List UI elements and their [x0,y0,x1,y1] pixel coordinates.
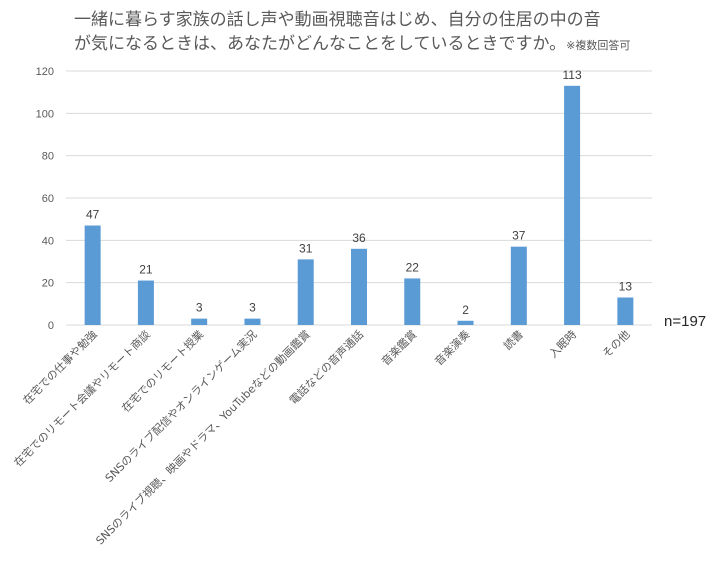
data-label: 21 [139,263,153,277]
x-tick-label: その他 [600,328,633,361]
y-tick-label: 20 [42,278,54,290]
bar [351,248,367,325]
data-label: 2 [462,303,469,317]
chart-title-line-2: が気になるときは、あなたがどんなことをしているときですか。※複数回答可 [74,32,704,58]
bar [404,278,421,325]
sample-size-label: n=197 [664,313,707,330]
x-tick-label: 音楽鑑賞 [378,327,419,368]
data-label: 113 [563,68,582,82]
y-tick-label: 120 [36,66,54,78]
chart-title-line-1: 一緒に暮らす家族の話し声や動画視聴音はじめ、自分の住居の中の音 [74,10,601,30]
data-label: 22 [406,260,420,274]
bar [510,246,527,325]
bar [137,280,154,325]
chart-title-note: ※複数回答可 [566,39,631,52]
x-tick-label: 入眠時 [547,328,580,361]
x-tick-label: 読書 [500,327,525,352]
bar [297,259,314,325]
x-axis-labels: 在宅での仕事や勉強在宅でのリモート会議やリモート商談在宅でのリモート授業SNSの… [11,327,633,547]
data-label: 3 [196,301,203,315]
data-label: 3 [249,301,256,315]
y-tick-label: 60 [42,193,54,205]
bar [617,297,634,325]
y-tick-label: 40 [42,235,54,247]
bar [564,85,581,325]
bar [244,318,261,325]
data-label: 37 [512,229,526,243]
data-label: 36 [352,231,366,245]
data-label: 13 [619,279,633,293]
y-tick-label: 0 [48,320,54,332]
bar [84,225,101,325]
y-axis-ticks: 0 20 40 60 80 100 120 [36,66,54,332]
bar [457,320,474,325]
x-tick-label: 音楽演奏 [432,327,473,368]
bar [191,318,208,325]
data-label: 31 [299,241,313,255]
chart-title: 一緒に暮らす家族の話し声や動画視聴音はじめ、自分の住居の中の音 が気になるときは… [74,8,704,58]
y-tick-label: 100 [36,108,54,120]
data-label: 47 [86,208,100,222]
chart-title-line-2-text: が気になるときは、あなたがどんなことをしているときですか。 [74,34,567,54]
bars [84,85,634,325]
y-tick-label: 80 [42,151,54,163]
